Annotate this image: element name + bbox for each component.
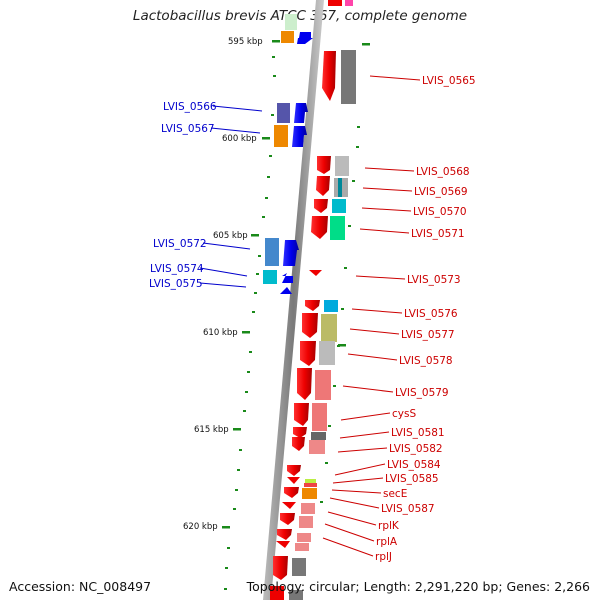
gene-label-lvis-0571[interactable]: LVIS_0571 xyxy=(411,228,465,240)
gene-label-lvis-0566[interactable]: LVIS_0566 xyxy=(163,101,217,113)
gene-label-lvis-0573[interactable]: LVIS_0573 xyxy=(407,274,461,286)
tick-label: 615 kbp xyxy=(194,425,229,435)
tick-label: 600 kbp xyxy=(222,134,257,144)
accession-text: Accession: NC_008497 xyxy=(9,579,152,594)
right-labels: LVIS_0565 LVIS_0568 LVIS_0569 LVIS_0570 … xyxy=(375,75,476,563)
gene-label-lvis-0565[interactable]: LVIS_0565 xyxy=(422,75,476,87)
gene-label-lvis-0570[interactable]: LVIS_0570 xyxy=(413,206,467,218)
gene-label-rplj[interactable]: rplJ xyxy=(375,551,392,563)
gene-label-lvis-0579[interactable]: LVIS_0579 xyxy=(395,387,449,399)
topology-text: Topology: circular; Length: 2,291,220 bp… xyxy=(246,579,590,594)
forward-genes xyxy=(263,14,313,294)
gene-label-rplk[interactable]: rplK xyxy=(378,520,400,532)
gene-label-lvis-0567[interactable]: LVIS_0567 xyxy=(161,123,215,135)
left-leaders xyxy=(199,105,263,288)
tick-label: 595 kbp xyxy=(228,37,263,47)
left-labels: LVIS_0566 LVIS_0567 LVIS_0572 LVIS_0574 … xyxy=(149,101,217,290)
map-title: Lactobacillus brevis ATCC 367, complete … xyxy=(132,8,468,24)
reverse-genes xyxy=(270,0,356,600)
gene-label-lvis-0585[interactable]: LVIS_0585 xyxy=(385,473,439,485)
gene-label-lvis-0582[interactable]: LVIS_0582 xyxy=(389,443,443,455)
gene-label-lvis-0576[interactable]: LVIS_0576 xyxy=(404,308,458,320)
gene-label-lvis-0581[interactable]: LVIS_0581 xyxy=(391,427,445,439)
gene-label-lvis-0587[interactable]: LVIS_0587 xyxy=(381,503,435,515)
major-ticks xyxy=(222,40,370,529)
right-leaders xyxy=(322,75,421,557)
gene-label-lvis-0574[interactable]: LVIS_0574 xyxy=(150,263,204,275)
gene-label-cyss[interactable]: cysS xyxy=(392,408,416,420)
tick-label: 620 kbp xyxy=(183,522,218,532)
gene-label-sece[interactable]: secE xyxy=(383,488,407,500)
gene-label-lvis-0584[interactable]: LVIS_0584 xyxy=(387,459,441,471)
tick-label: 610 kbp xyxy=(203,328,238,338)
tick-labels: 595 kbp 600 kbp 605 kbp 610 kbp 615 kbp … xyxy=(183,37,263,532)
tick-dots xyxy=(224,56,360,590)
gene-label-lvis-0572[interactable]: LVIS_0572 xyxy=(153,238,207,250)
gene-label-lvis-0569[interactable]: LVIS_0569 xyxy=(414,186,468,198)
gene-label-lvis-0568[interactable]: LVIS_0568 xyxy=(416,166,470,178)
genome-backbone xyxy=(263,0,324,600)
gene-label-rpla[interactable]: rplA xyxy=(376,536,398,548)
gene-label-lvis-0575[interactable]: LVIS_0575 xyxy=(149,278,203,290)
gene-label-lvis-0577[interactable]: LVIS_0577 xyxy=(401,329,455,341)
tick-label: 605 kbp xyxy=(213,231,248,241)
gene-label-lvis-0578[interactable]: LVIS_0578 xyxy=(399,355,453,367)
